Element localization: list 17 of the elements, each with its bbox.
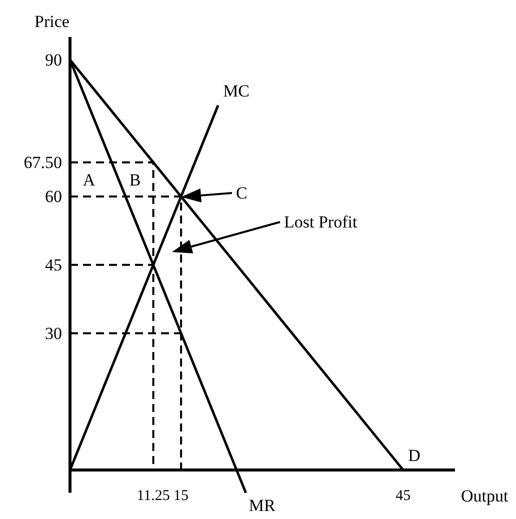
annotation: Lost Profit [284, 212, 358, 232]
x-tick-label: 15 [174, 488, 189, 504]
x-tick-label: 11.25 [136, 488, 170, 504]
y-tick-label: 45 [45, 255, 62, 274]
x-axis-title: Output [461, 486, 508, 506]
x-tick-label: 45 [396, 488, 411, 504]
annotation: C [236, 184, 248, 202]
y-axis-title: Price [34, 12, 70, 31]
y-tick-label: 60 [45, 187, 62, 206]
y-tick-label: 30 [45, 324, 62, 343]
series-label: MR [248, 496, 276, 515]
annotation: A [82, 170, 96, 190]
y-tick-label: 67.50 [24, 152, 62, 172]
y-tick-label: 90 [45, 50, 62, 70]
series-label: D [408, 446, 420, 465]
annotation: B [129, 170, 141, 190]
series-label: MC [223, 81, 250, 100]
